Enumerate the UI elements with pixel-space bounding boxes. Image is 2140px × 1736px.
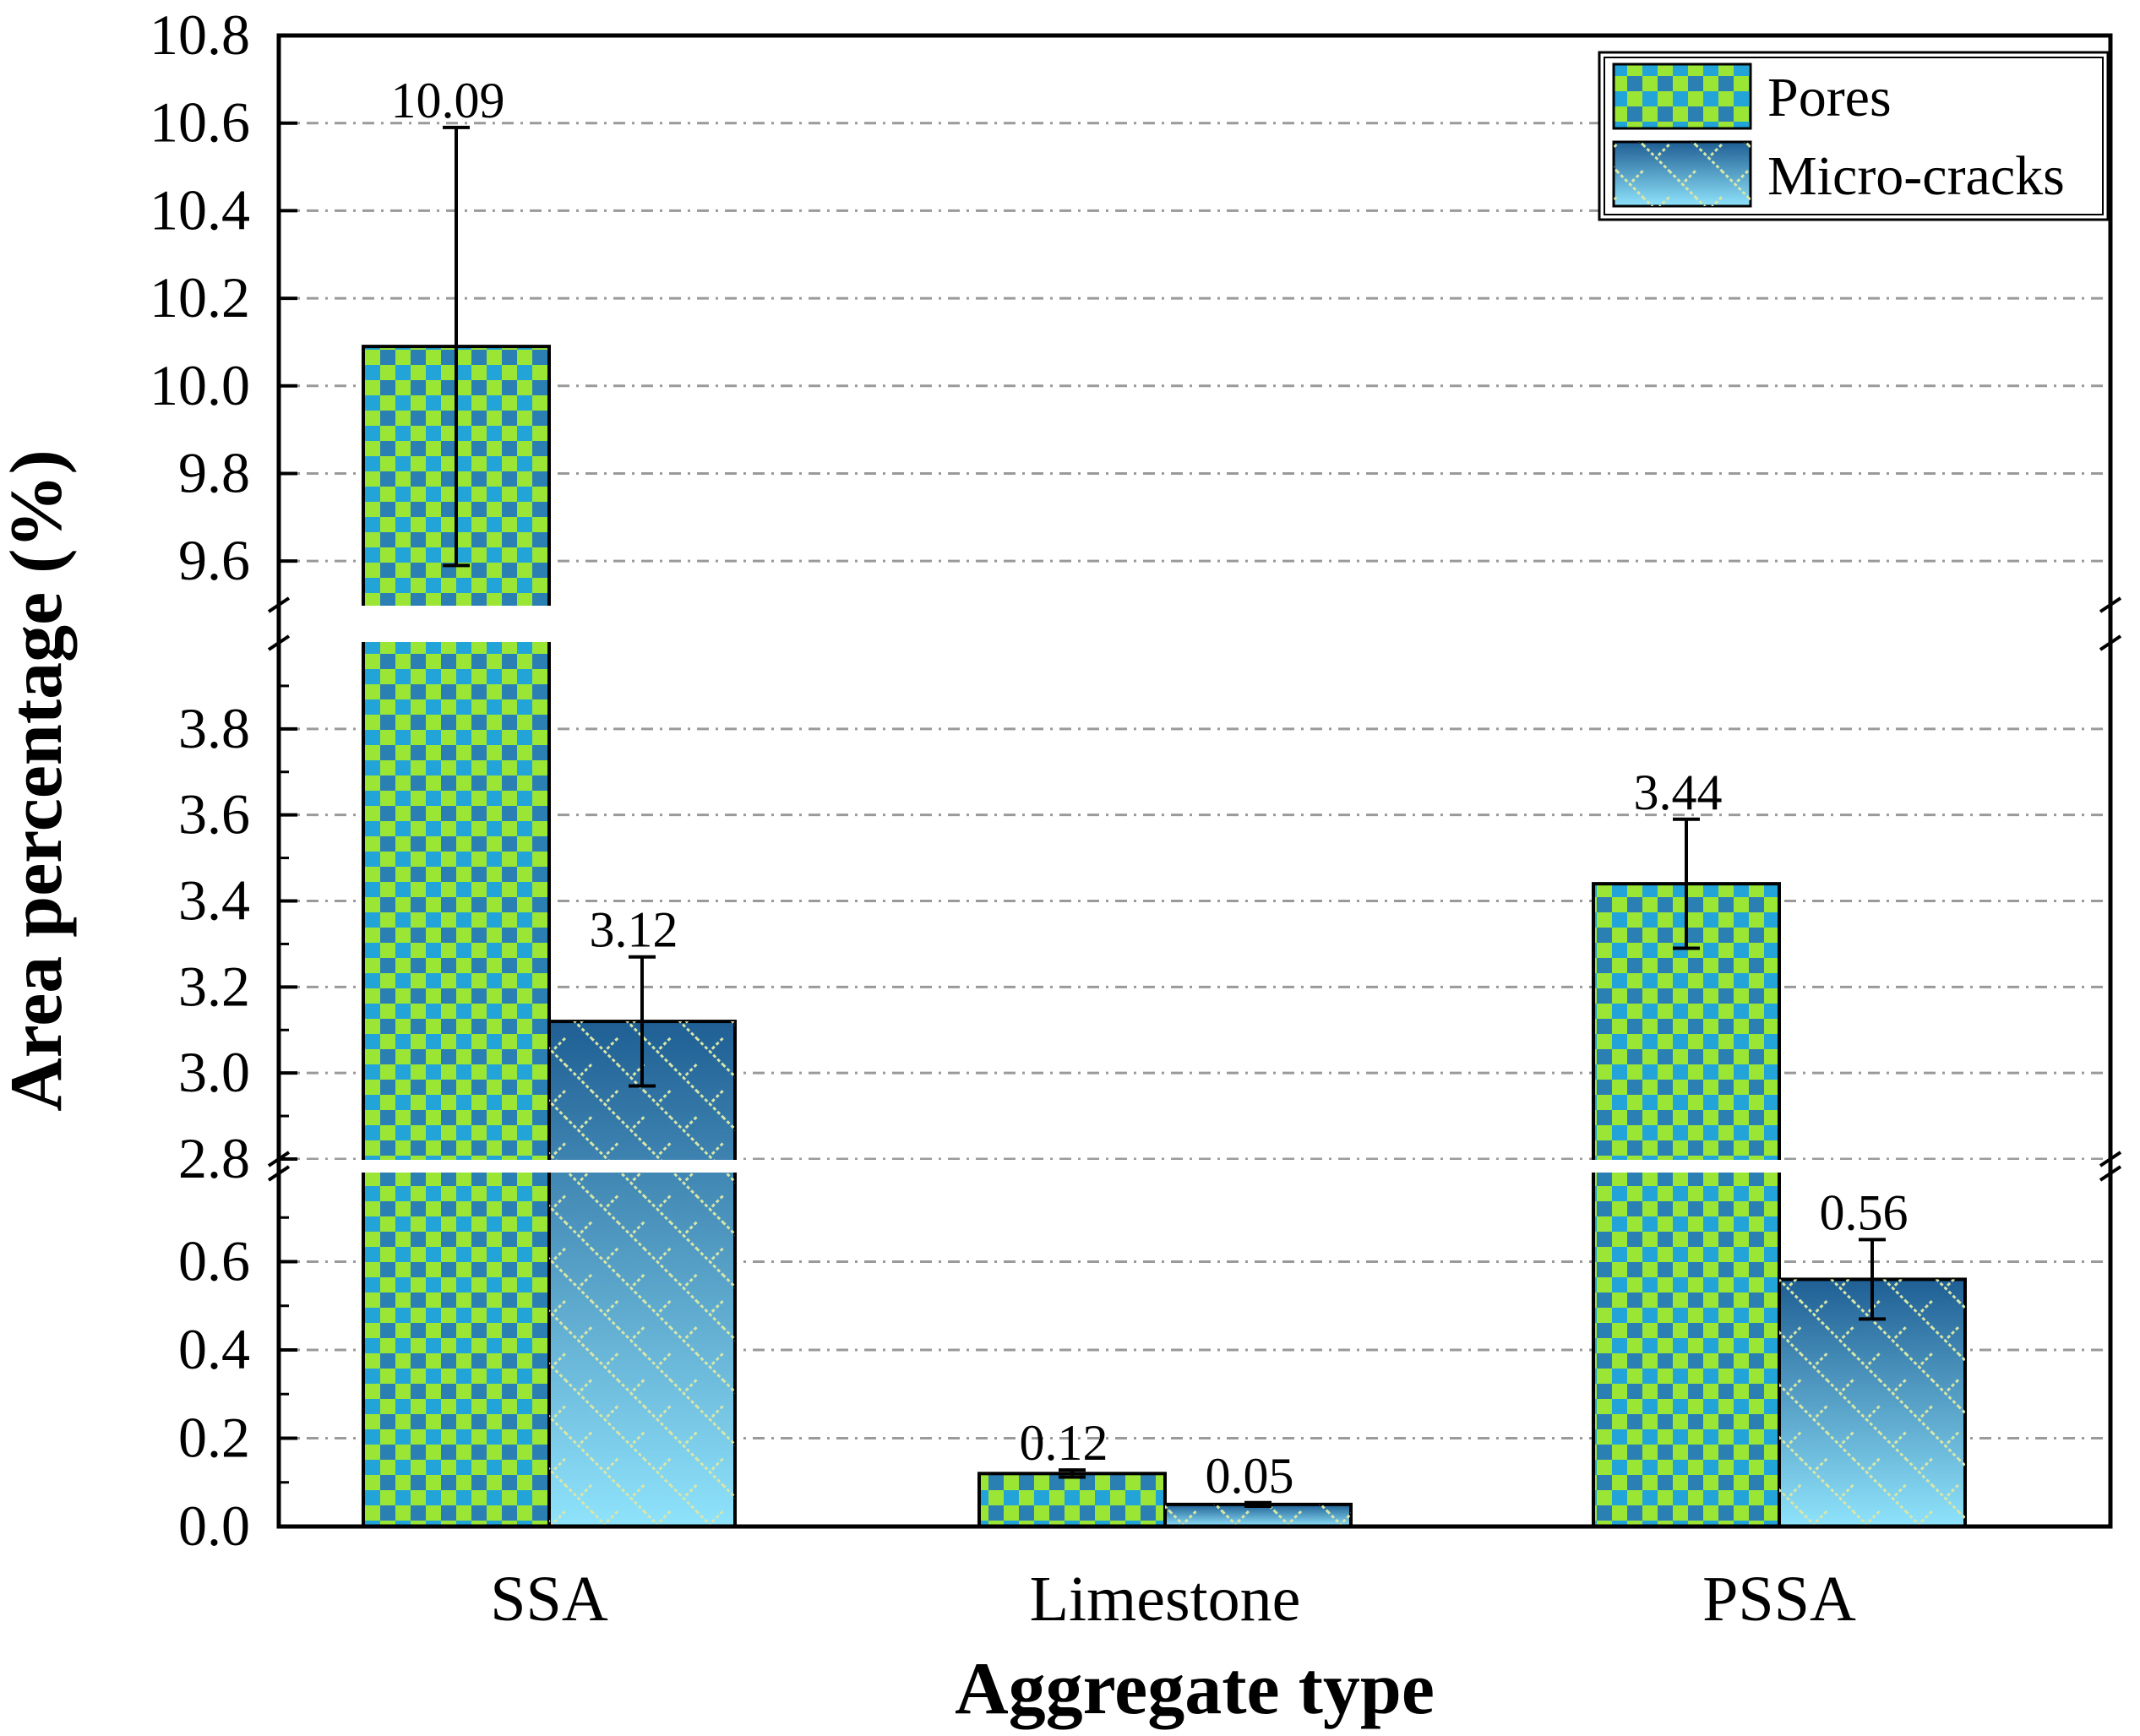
legend-label-micro-cracks: Micro-cracks — [1767, 145, 2065, 207]
y-tick-label: 3.4 — [178, 868, 250, 933]
y-tick-label: 3.6 — [178, 782, 250, 846]
bar-pores-pssa — [1592, 882, 1781, 1528]
y-axis: 0.0 0.2 0.4 0.6 2.8 3.0 3.2 3.4 3.6 3.8 9.6 9.8 10.0… — [150, 3, 297, 1558]
y-tick-label: 10.6 — [150, 90, 250, 155]
x-tick-label-limestone: Limestone — [1030, 1564, 1301, 1635]
y-tick-label: 10.8 — [150, 3, 250, 67]
y-tick-label: 3.2 — [178, 954, 250, 1018]
bar-micro-cracks-limestone-texture — [1165, 1504, 1351, 1526]
x-tick-label-pssa: PSSA — [1702, 1564, 1856, 1635]
y-tick-label: 0.0 — [178, 1494, 250, 1558]
axis-breaks — [245, 596, 2140, 1182]
y-tick-label: 10.2 — [150, 265, 250, 329]
value-label-pores-limestone: 0.12 — [1020, 1415, 1108, 1471]
y-tick-label: 9.6 — [178, 528, 250, 592]
value-labels: 10.09 3.12 0.12 0.05 3.44 0.56 — [391, 73, 1909, 1504]
bar-pores-limestone — [977, 1472, 1167, 1529]
y-tick-label: 2.8 — [178, 1126, 250, 1190]
y-tick-label: 9.8 — [178, 440, 250, 504]
value-label-micro-cracks-pssa: 0.56 — [1820, 1184, 1909, 1240]
break-gap — [245, 606, 2140, 642]
legend: Pores Micro-cracks — [1598, 51, 2110, 221]
y-tick-label: 3.0 — [178, 1040, 250, 1104]
value-label-micro-cracks-ssa: 3.12 — [590, 902, 678, 958]
y-tick-label: 0.2 — [178, 1406, 250, 1470]
value-label-micro-cracks-limestone: 0.05 — [1206, 1448, 1294, 1504]
y-tick-label: 10.0 — [150, 353, 250, 417]
legend-swatch-pores — [1612, 63, 1752, 130]
legend-label-pores: Pores — [1767, 67, 1892, 128]
bar-micro-cracks-ssa-texture — [549, 1021, 735, 1526]
value-label-pores-pssa: 3.44 — [1634, 765, 1723, 820]
error-bars — [443, 125, 1886, 1508]
y-tick-label: 3.8 — [178, 696, 250, 760]
legend-swatch-micro-cracks-mesh — [1614, 142, 1751, 206]
y-tick-label: 0.4 — [178, 1317, 250, 1381]
y-tick-label: 10.4 — [150, 177, 250, 242]
legend-frame-inner — [1604, 57, 2104, 215]
value-label-pores-ssa: 10.09 — [391, 73, 505, 128]
y-tick-label: 0.6 — [178, 1229, 250, 1293]
plot-frame — [276, 33, 2113, 1529]
x-axis: SSA Limestone PSSA — [490, 1564, 1856, 1635]
break-gap — [245, 1160, 2140, 1173]
x-axis-title: Aggregate type — [955, 1648, 1435, 1730]
x-tick-label-ssa: SSA — [490, 1564, 608, 1635]
y-axis-title: Area percentage (%) — [0, 449, 78, 1112]
